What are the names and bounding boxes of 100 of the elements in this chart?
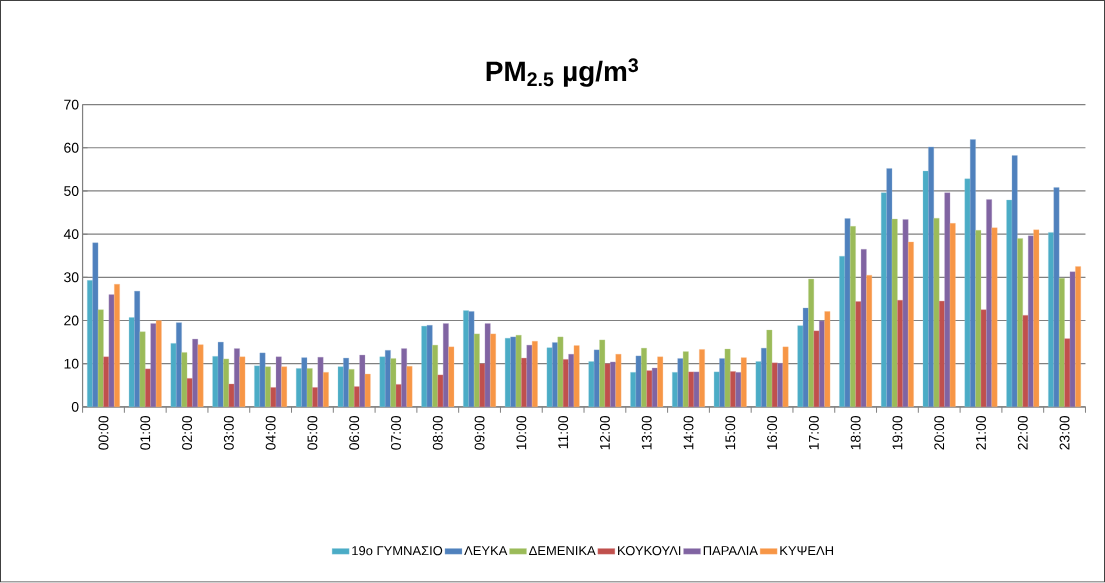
- bar: [562, 359, 569, 408]
- bar: [991, 227, 998, 408]
- bar: [301, 357, 308, 408]
- bar: [265, 366, 271, 408]
- bar: [1064, 338, 1071, 408]
- bar: [771, 362, 778, 408]
- bar: [474, 333, 480, 408]
- bar: [975, 230, 982, 408]
- bar: [217, 342, 224, 408]
- x-tick-label: 20:00: [934, 416, 945, 450]
- bar: [181, 352, 188, 408]
- bar: [886, 168, 893, 408]
- bar: [134, 291, 141, 408]
- bar: [432, 345, 438, 408]
- bar: [719, 358, 726, 408]
- bar: [604, 363, 611, 408]
- bar: [259, 352, 266, 408]
- bar: [1017, 238, 1023, 408]
- bar: [1075, 266, 1081, 408]
- bar: [385, 350, 391, 408]
- bar: [443, 323, 449, 408]
- x-tick-label: 23:00: [1059, 416, 1070, 450]
- bar: [526, 345, 533, 408]
- bar: [103, 356, 110, 408]
- bar: [808, 279, 814, 408]
- legend-label: ΚΟΥΚΟΥΛΙ: [618, 546, 681, 556]
- bar: [275, 356, 282, 408]
- bar: [323, 372, 329, 408]
- y-tick-label: 40: [63, 229, 79, 240]
- bar: [986, 199, 992, 408]
- bar: [724, 349, 731, 408]
- bar: [908, 241, 914, 408]
- bar: [824, 311, 831, 408]
- bar: [755, 361, 762, 408]
- bar: [139, 331, 146, 408]
- bar: [228, 384, 235, 408]
- bar: [1011, 155, 1018, 408]
- bar: [641, 348, 647, 408]
- legend-label: ΛΕΥΚΑ: [464, 546, 508, 556]
- bar: [306, 368, 313, 408]
- bar: [114, 284, 120, 408]
- bar: [546, 347, 553, 408]
- bar: [239, 356, 246, 408]
- bar: [782, 346, 789, 408]
- x-tick-label: 05:00: [307, 416, 318, 451]
- y-tick-label: 60: [64, 143, 79, 153]
- bar: [128, 317, 135, 408]
- legend-label: ΚΥΨΕΛΗ: [780, 546, 834, 556]
- bar: [891, 219, 898, 408]
- y-tick-label: 20: [64, 315, 79, 326]
- bar: [630, 372, 637, 408]
- bar: [317, 357, 324, 408]
- bar: [672, 372, 678, 408]
- bar: [588, 361, 595, 408]
- y-tick-label: 50: [64, 186, 79, 197]
- legend-label: 19o ΓΥΜΝΑΣΙΟ: [352, 546, 443, 556]
- bar: [379, 356, 386, 408]
- bar: [395, 384, 402, 408]
- bar: [364, 374, 371, 408]
- bar: [682, 351, 689, 408]
- x-tick-label: 10:00: [516, 416, 527, 450]
- x-tick-label: 12:00: [599, 416, 610, 450]
- bar: [635, 355, 642, 408]
- bar: [599, 340, 606, 408]
- bar: [312, 387, 318, 408]
- y-tick-label: 10: [64, 358, 79, 369]
- bar: [515, 335, 522, 408]
- bar: [170, 343, 177, 408]
- x-tick-label: 11:00: [558, 416, 569, 449]
- bar: [401, 348, 407, 408]
- bar: [337, 366, 344, 408]
- bar: [448, 346, 455, 408]
- bar: [970, 139, 976, 408]
- bar: [1022, 315, 1029, 408]
- x-tick-label: 18:00: [850, 416, 861, 450]
- x-tick-label: 21:00: [976, 416, 986, 450]
- x-tick-label: 01:00: [140, 416, 151, 451]
- x-tick-label: 14:00: [683, 416, 694, 450]
- bar: [510, 336, 517, 408]
- bar: [615, 354, 622, 408]
- bar: [922, 171, 929, 408]
- bar: [902, 219, 909, 408]
- bar: [504, 338, 511, 408]
- bar: [186, 378, 193, 408]
- x-tick-label: 04:00: [265, 416, 276, 451]
- bar: [421, 326, 428, 408]
- bar: [802, 308, 809, 408]
- bar: [176, 322, 182, 408]
- bar: [557, 336, 564, 408]
- bar: [296, 368, 302, 408]
- y-tick-label: 0: [71, 402, 79, 413]
- bar: [646, 370, 653, 408]
- bar: [713, 371, 720, 408]
- bar: [1053, 187, 1060, 408]
- bar: [657, 356, 664, 408]
- y-tick-label: 70: [64, 99, 79, 110]
- bar: [777, 363, 784, 408]
- bar: [761, 348, 767, 408]
- bar: [964, 178, 971, 408]
- bar: [108, 294, 115, 408]
